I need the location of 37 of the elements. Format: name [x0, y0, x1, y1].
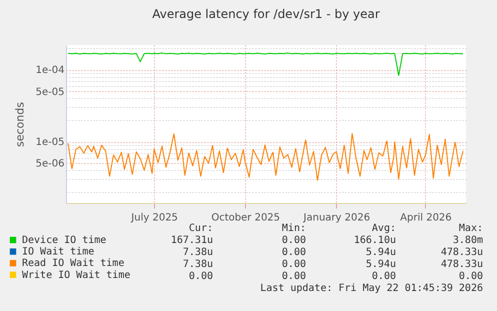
legend-label: IO Wait time — [22, 246, 94, 258]
text: 0.00 — [188, 271, 213, 282]
x-tick-label: January 2026 — [302, 212, 370, 224]
text: Avg: — [372, 223, 396, 234]
text: 0.00 — [282, 271, 306, 282]
y-tick-label: 5e-06 — [36, 158, 64, 170]
text: 0.00 — [282, 247, 306, 258]
text: 478.33u — [440, 259, 483, 270]
x-tick-label: July 2025 — [130, 212, 178, 224]
legend-label: Device IO time — [22, 235, 106, 246]
y-tick-label: 1e-04 — [36, 65, 64, 76]
text: 7.38u — [182, 259, 213, 270]
text: Min: — [282, 223, 306, 234]
y-tick-label: 1e-05 — [36, 137, 64, 148]
text: 0.00 — [458, 271, 483, 282]
text: 0.00 — [372, 271, 396, 282]
text: Last update: Fri May 22 01:45:39 2026 — [260, 283, 483, 294]
text: 3.80m — [452, 235, 483, 246]
text: 0.00 — [282, 259, 306, 270]
y-axis-title: seconds — [14, 102, 27, 147]
chart-title: Average latency for /dev/sr1 - by year — [152, 6, 380, 21]
text: 5.94u — [366, 247, 396, 258]
x-tick-label: October 2025 — [211, 212, 280, 224]
x-tick-label: April 2026 — [400, 212, 452, 224]
legend-label: Write IO Wait time — [22, 270, 130, 281]
text: 478.33u — [440, 247, 483, 258]
text: Max: — [458, 223, 483, 234]
text: 5.94u — [366, 259, 396, 270]
text: 0.00 — [282, 235, 306, 246]
text: Cur: — [188, 223, 213, 234]
y-tick-label: 5e-05 — [36, 86, 64, 98]
line-series — [67, 52, 464, 76]
text: 166.10u — [354, 235, 396, 246]
text: 7.38u — [182, 247, 213, 258]
text: 167.31u — [170, 235, 213, 246]
line-series — [67, 133, 464, 181]
legend-label: Read IO Wait time — [22, 258, 124, 270]
